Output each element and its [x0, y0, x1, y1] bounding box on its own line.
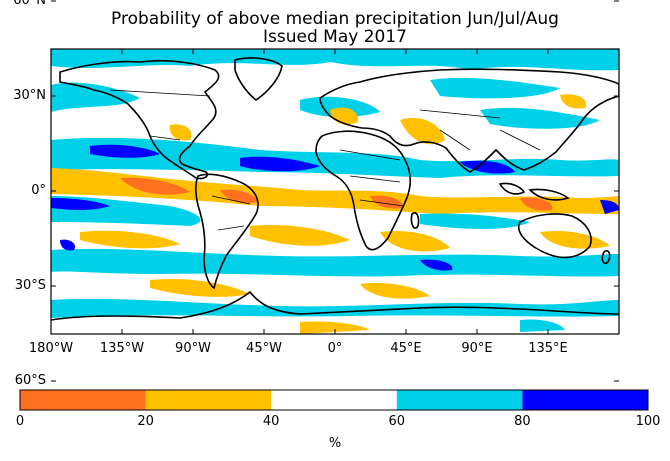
colorbar-tick-label: 80 [514, 414, 531, 429]
map-subtitle: Issued May 2017 [263, 27, 407, 47]
colorbar-bin [522, 390, 648, 410]
lat-tick-label: 60°S [14, 373, 46, 388]
lon-tick-label: 135°E [528, 341, 568, 356]
axis-ticks [50, 0, 619, 382]
colorbar-tick-label: 100 [635, 414, 661, 429]
precip-probability-field [51, 49, 619, 334]
colorbar-unit-label: % [328, 436, 342, 451]
lon-tick-label: 180°W [28, 341, 74, 356]
colorbar-bin [396, 390, 523, 410]
lat-tick-label: 0° [31, 183, 46, 198]
lon-tick-label: 0° [327, 341, 343, 356]
colorbar-bin [20, 390, 146, 410]
map-title: Probability of above median precipitatio… [111, 9, 559, 29]
colorbar-tick-label: 20 [137, 414, 154, 429]
lat-tick-label: 30°S [14, 278, 46, 293]
colorbar-tick-label: 60 [388, 414, 406, 429]
lon-tick-label: 90°W [175, 341, 211, 356]
colorbar-frame [19, 389, 649, 411]
colorbar-tick-label: 0 [15, 414, 25, 429]
lon-tick-label: 45°E [390, 341, 422, 356]
lat-tick-label: 30°N [13, 88, 46, 103]
lon-tick-label: 45°W [246, 341, 282, 356]
colorbar-tick-label: 40 [262, 414, 280, 429]
colorbar-bin [271, 390, 397, 410]
colorbar-bin [145, 390, 272, 410]
lon-tick-label: 90°E [461, 341, 493, 356]
colorbar [20, 390, 648, 410]
coastlines [51, 57, 619, 321]
lon-tick-label: 135°W [99, 341, 145, 356]
country-borders [109, 89, 541, 231]
lat-tick-label: 60°N [13, 0, 46, 8]
